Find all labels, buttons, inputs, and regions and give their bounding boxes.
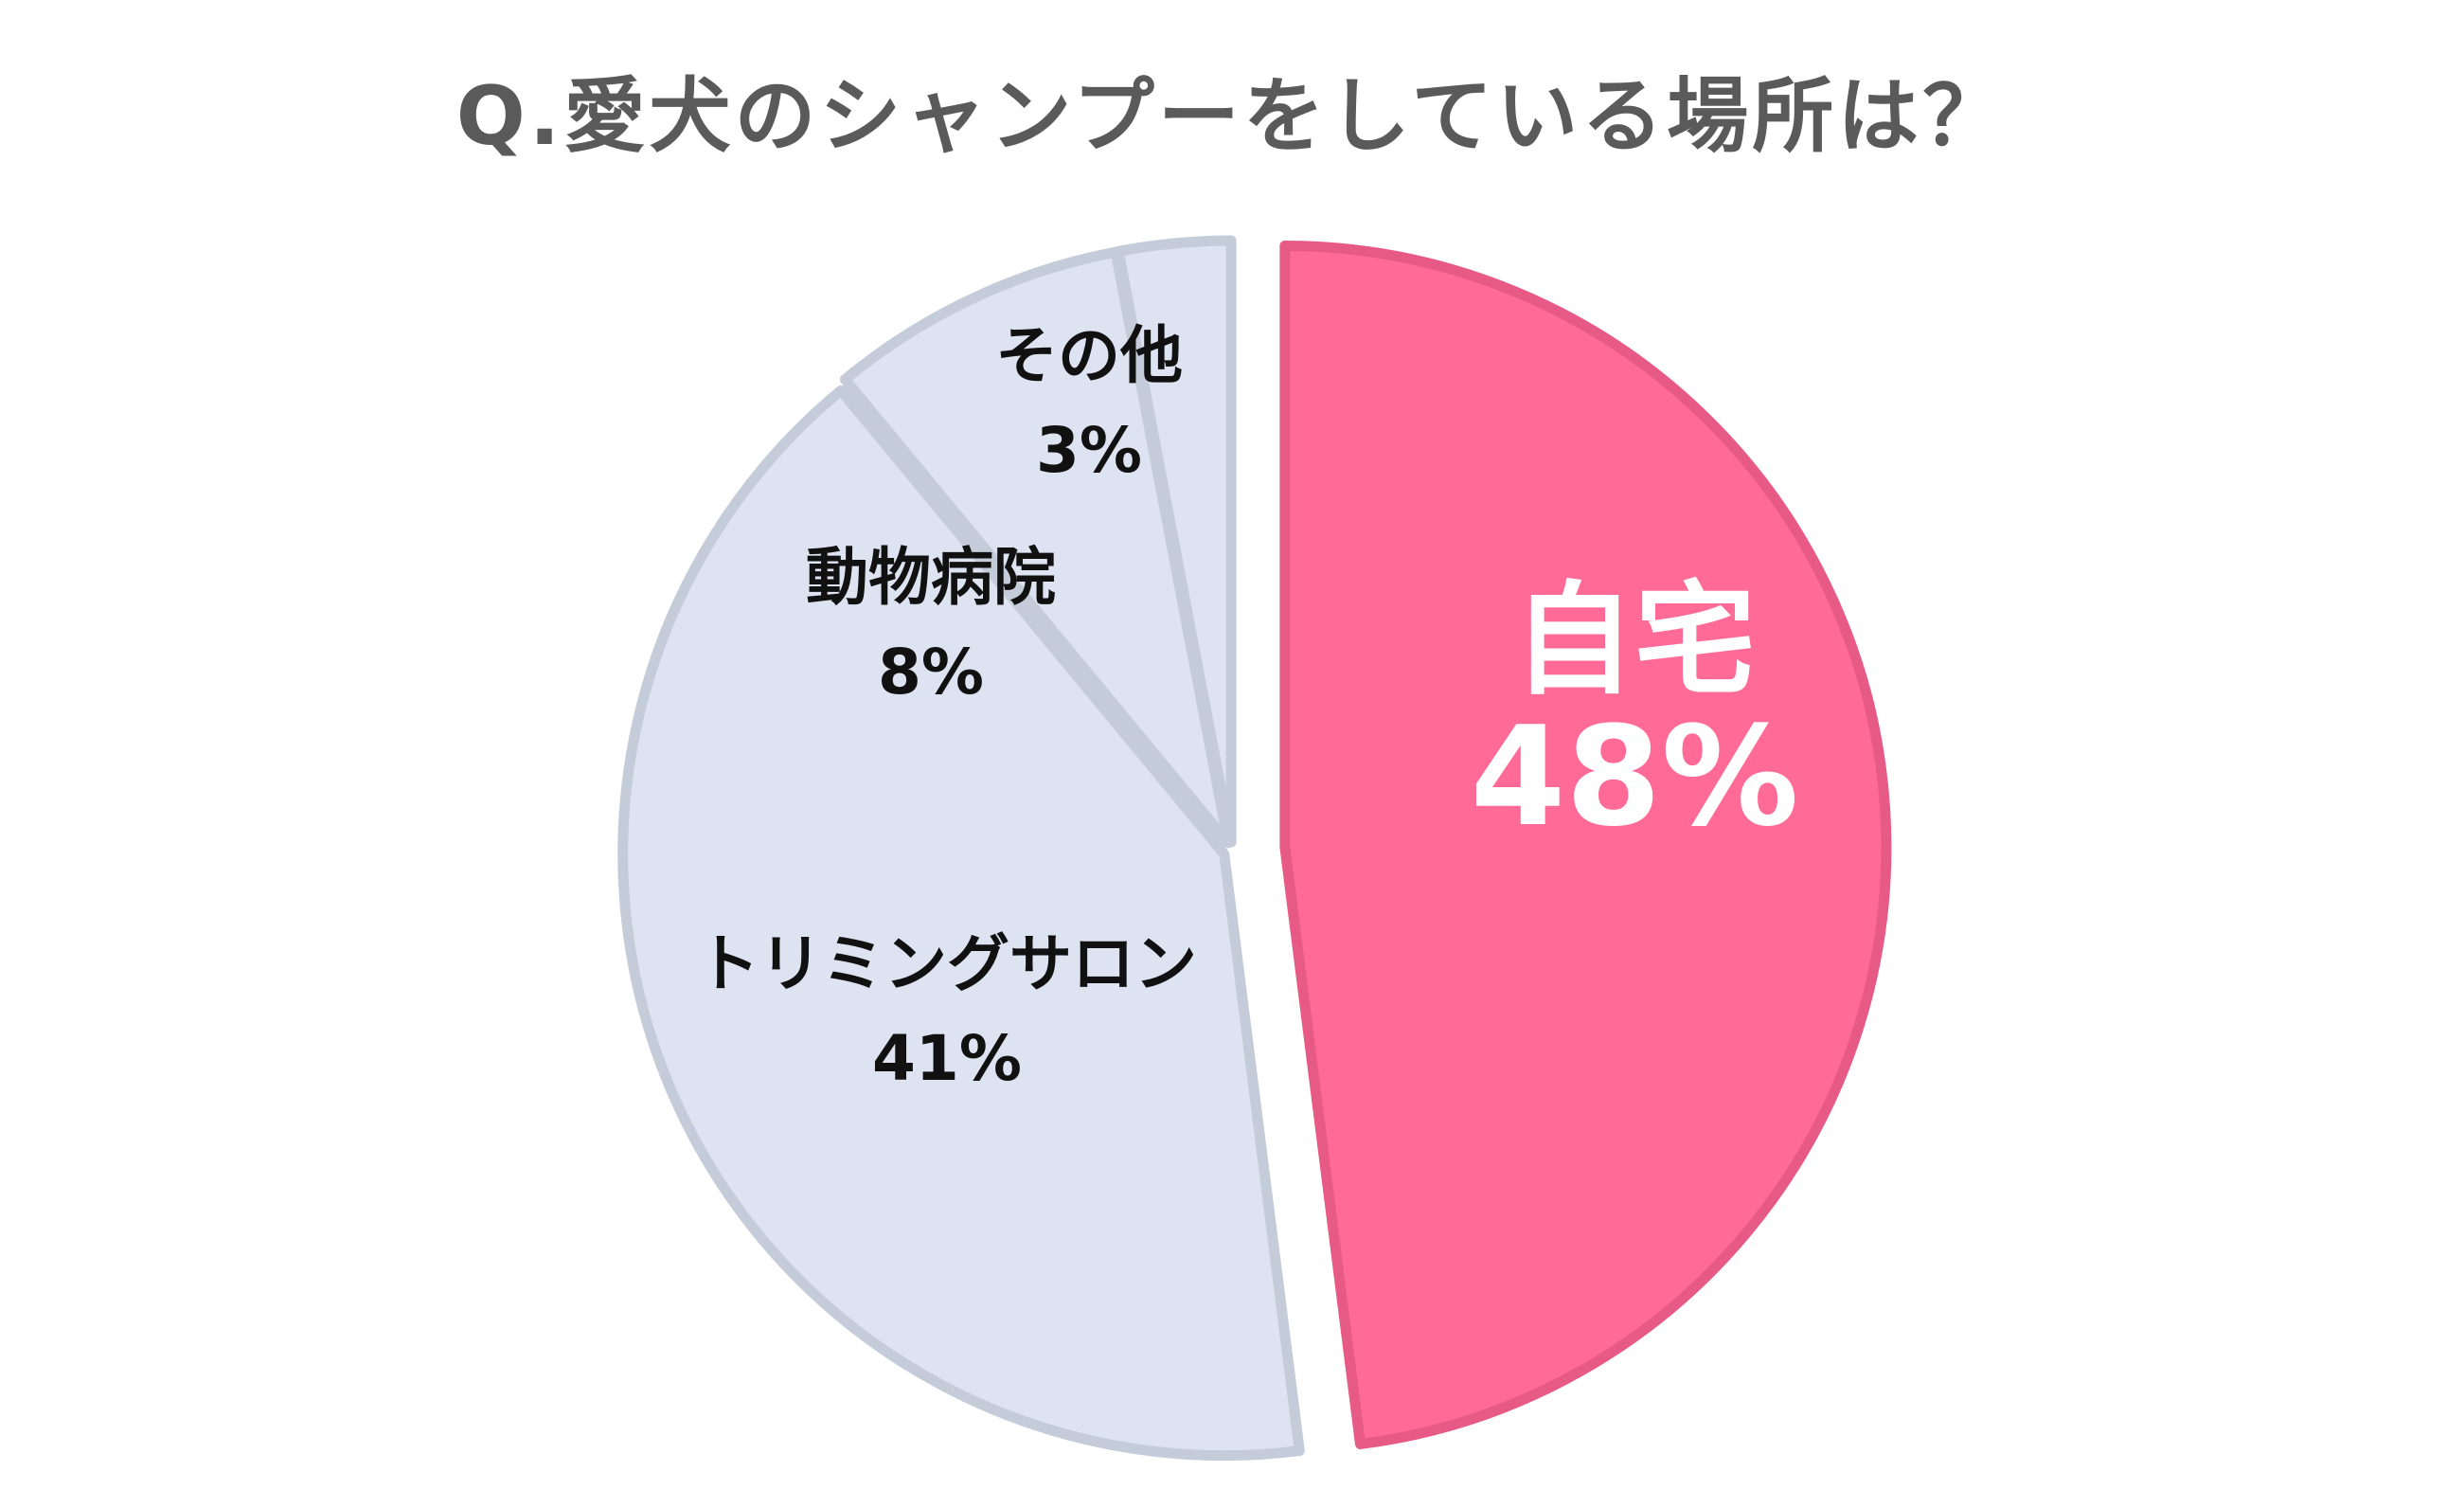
- chart-title: Q.愛犬のシャンプーをしている場所は？: [455, 69, 2009, 164]
- slice-category-label: その他: [995, 319, 1183, 392]
- slice-category-label: 動物病院: [806, 541, 1056, 614]
- slice-value-label: 48%: [1470, 697, 1798, 857]
- pie-slice-4: [1113, 235, 1237, 848]
- slice-category-label: 自宅: [1513, 570, 1756, 711]
- pie-slice-1: [1279, 240, 1892, 1449]
- slice-value-label: 3%: [1036, 414, 1142, 487]
- pie-slice-3: [839, 246, 1234, 849]
- pie-slice-2: [617, 385, 1305, 1462]
- slice-category-label: トリミングサロン: [697, 927, 1197, 1000]
- slice-value-label: 8%: [878, 636, 984, 709]
- pie-slices: [617, 235, 1892, 1462]
- slice-value-label: 41%: [872, 1022, 1022, 1095]
